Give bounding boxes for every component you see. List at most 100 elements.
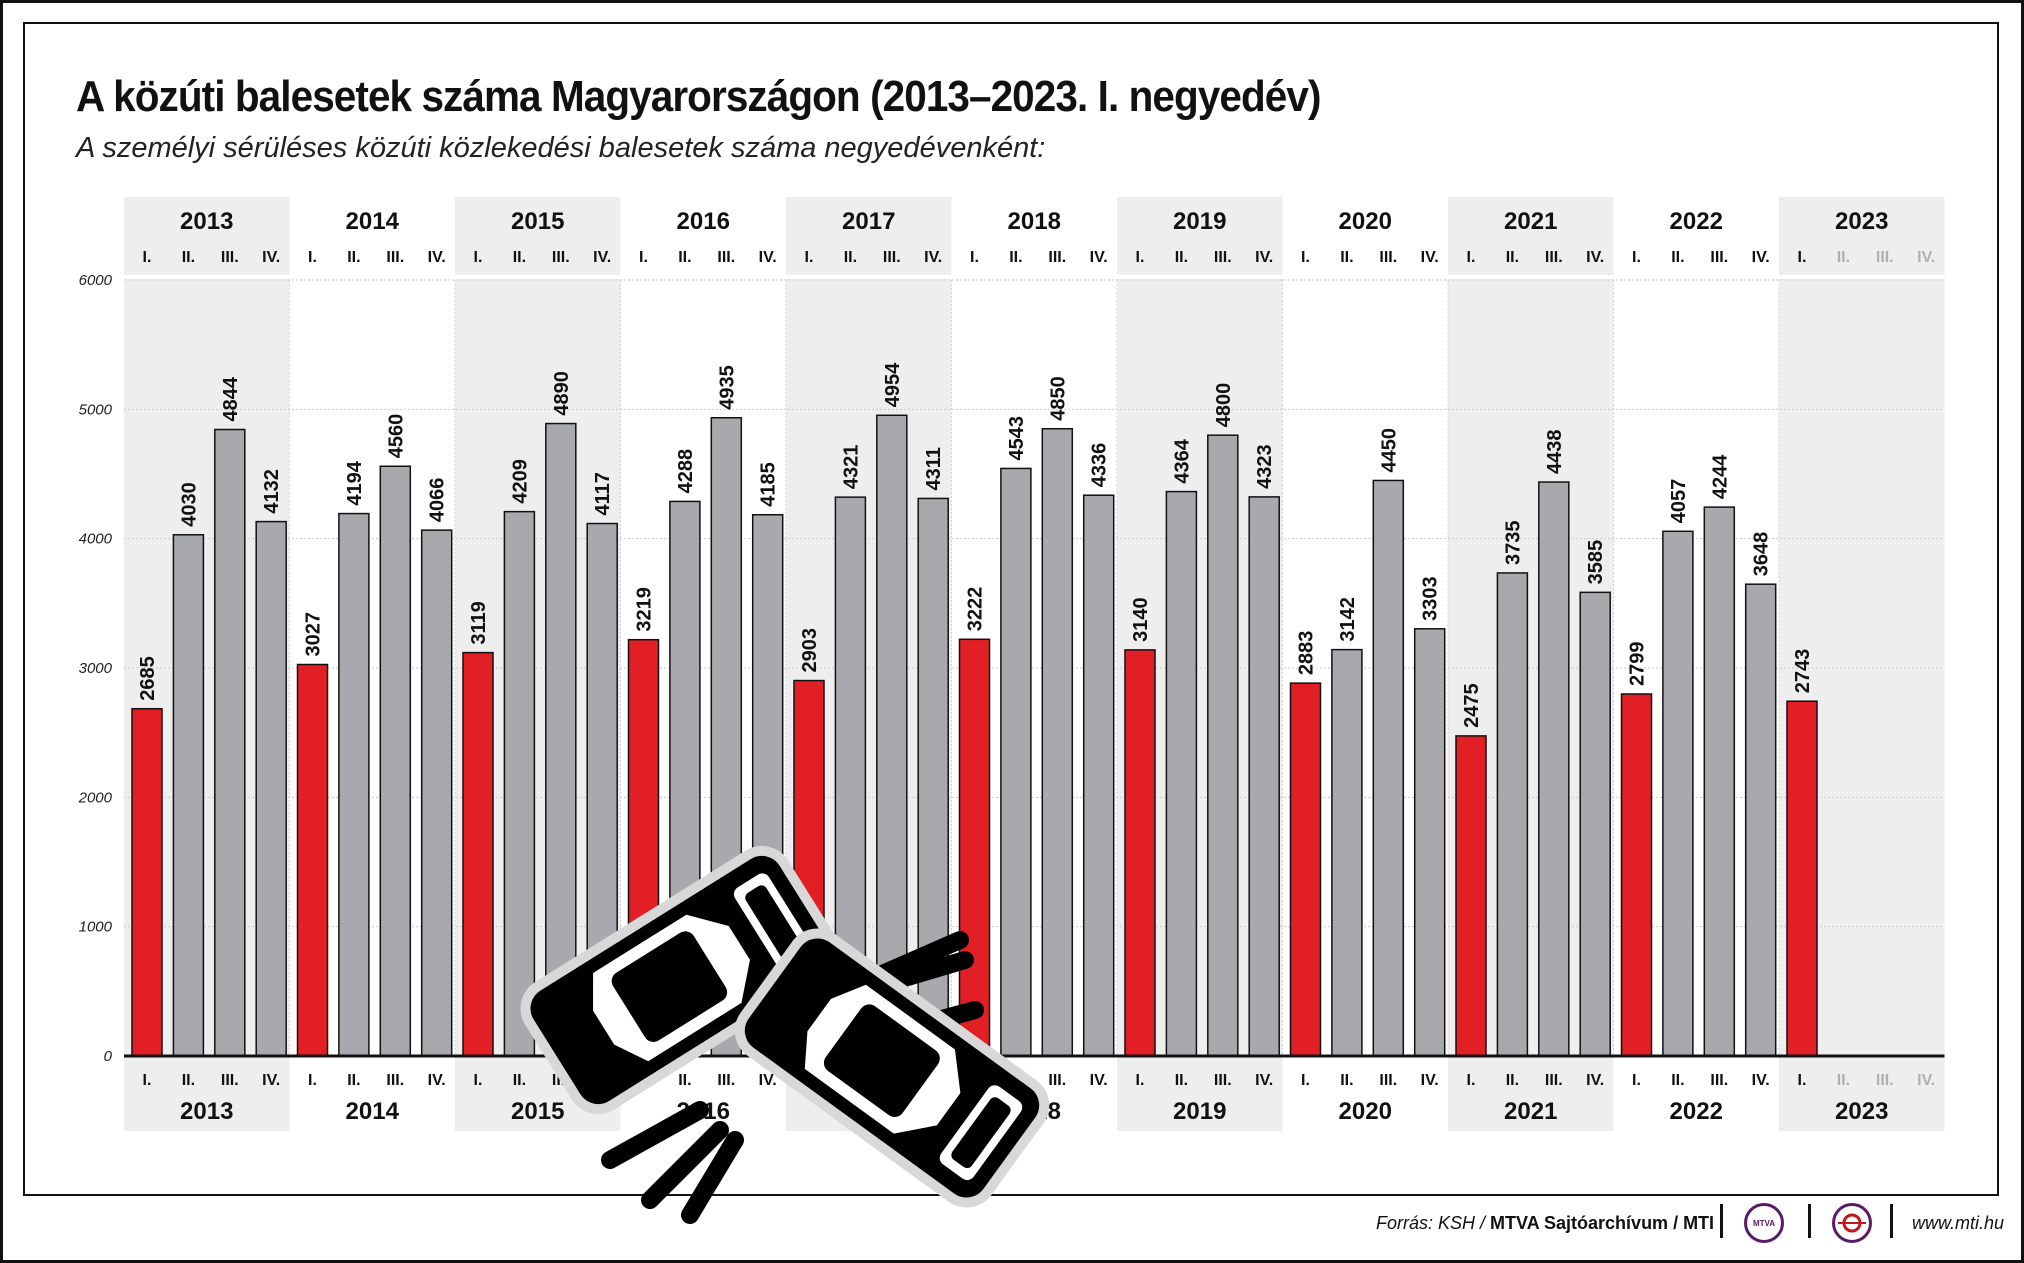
quarter-label-top: I. <box>474 249 483 266</box>
source-text: Forrás: KSH / MTVA Sajtóarchívum / MTI <box>1376 1213 1714 1234</box>
bar-value-label: 2475 <box>1461 683 1483 728</box>
bar-value-label: 4336 <box>1089 443 1111 488</box>
mti-logo-icon <box>1832 1203 1872 1243</box>
quarter-label-top: II. <box>1340 249 1353 266</box>
quarter-label-top: IV. <box>759 249 777 266</box>
impact-line <box>601 1101 709 1169</box>
quarter-label-top: I. <box>1632 249 1641 266</box>
year-label-top: 2021 <box>1504 208 1557 235</box>
quarter-label-bottom: I. <box>474 1072 483 1089</box>
footer-separator <box>1720 1204 1723 1238</box>
bar-value-label: 4844 <box>220 376 242 421</box>
quarter-label-top: II. <box>1175 249 1188 266</box>
quarter-label-top: III. <box>386 249 404 266</box>
bar <box>338 512 370 1057</box>
quarter-label-top: III. <box>1214 249 1232 266</box>
quarter-label-bottom: II. <box>1671 1072 1684 1089</box>
bar-value-label: 3585 <box>1585 540 1607 585</box>
quarter-label-top: III. <box>221 249 239 266</box>
bar <box>1662 530 1694 1057</box>
quarter-label-top: I. <box>308 249 317 266</box>
bar-value-label: 4450 <box>1378 428 1400 473</box>
y-tick-label: 1000 <box>79 919 113 936</box>
year-label-bottom: 2019 <box>1173 1098 1226 1125</box>
mti-logo-mark <box>1838 1213 1866 1233</box>
quarter-label-top: I. <box>1798 249 1807 266</box>
bar-value-label: 4323 <box>1254 444 1276 489</box>
bar-value-label: 3027 <box>303 612 325 657</box>
source-prefix: Forrás: KSH / <box>1376 1213 1491 1233</box>
bar-value-label: 2743 <box>1792 649 1814 694</box>
bar-value-label: 4132 <box>261 469 283 514</box>
quarter-label-top: II. <box>1671 249 1684 266</box>
bar <box>1786 700 1818 1057</box>
quarter-label-bottom: IV. <box>1421 1072 1439 1089</box>
car-hood <box>951 1097 1011 1169</box>
quarter-label-top: II. <box>678 249 691 266</box>
quarter-label-top: III. <box>1545 249 1563 266</box>
bar-value-label: 4438 <box>1544 430 1566 475</box>
quarter-label-top: III. <box>1379 249 1397 266</box>
year-label-bottom: 2022 <box>1670 1098 1723 1125</box>
bar-value-label: 4954 <box>882 362 904 407</box>
bar-value-label: 3735 <box>1502 520 1524 565</box>
bar <box>1620 693 1653 1057</box>
quarter-label-top: II. <box>1837 249 1850 266</box>
bar-value-label: 4066 <box>427 478 449 523</box>
car-crash-icon <box>520 845 1050 1224</box>
bar <box>131 707 163 1057</box>
bar <box>1289 682 1322 1057</box>
quarter-label-top: IV. <box>1421 249 1439 266</box>
bar-value-label: 4244 <box>1709 454 1731 499</box>
bar-value-label: 4117 <box>592 472 614 515</box>
quarter-label-top: IV. <box>1586 249 1604 266</box>
quarter-label-top: II. <box>182 249 195 266</box>
quarter-label-top: III. <box>1710 249 1728 266</box>
impact-line <box>681 1131 744 1224</box>
bar <box>255 520 287 1057</box>
quarter-label-bottom: III. <box>1379 1072 1397 1089</box>
quarter-label-bottom: I. <box>1136 1072 1145 1089</box>
bar-value-label: 4800 <box>1213 383 1235 428</box>
quarter-label-bottom: II. <box>1837 1072 1850 1089</box>
source-agency: MTVA Sajtóarchívum / MTI <box>1490 1213 1715 1233</box>
quarter-label-bottom: IV. <box>1090 1072 1108 1089</box>
year-label-bottom: 2015 <box>511 1098 564 1125</box>
quarter-label-top: III. <box>552 249 570 266</box>
bar <box>214 428 246 1057</box>
bar <box>462 651 494 1057</box>
bar <box>1248 496 1280 1057</box>
bar-value-label: 4935 <box>716 365 738 410</box>
header-gap <box>124 275 1945 279</box>
bar <box>1082 494 1115 1057</box>
year-label-top: 2019 <box>1173 208 1226 235</box>
bar <box>420 529 453 1057</box>
bar <box>1165 490 1198 1057</box>
car-hood <box>745 885 802 959</box>
y-tick-label: 0 <box>104 1048 113 1065</box>
bar <box>1496 572 1529 1057</box>
bar-value-label: 4560 <box>385 414 407 459</box>
bar-value-label: 2903 <box>799 628 821 673</box>
bar <box>876 414 908 1057</box>
bar-value-label: 4030 <box>178 482 200 527</box>
quarter-label-bottom: II. <box>182 1072 195 1089</box>
bar-value-label: 4288 <box>675 449 697 494</box>
quarter-label-bottom: IV. <box>428 1072 446 1089</box>
year-label-top: 2017 <box>842 208 895 235</box>
quarter-label-top: I. <box>1136 249 1145 266</box>
bar <box>172 534 205 1057</box>
bar <box>1413 628 1446 1057</box>
footer-separator <box>1890 1204 1893 1238</box>
quarter-label-bottom: IV. <box>1752 1072 1770 1089</box>
quarter-label-top: II. <box>1009 249 1022 266</box>
quarter-label-top: III. <box>883 249 901 266</box>
chart-subtitle: A személyi sérüléses közúti közlekedési … <box>76 132 1046 164</box>
bar <box>1744 583 1777 1057</box>
bar-value-label: 4209 <box>509 459 531 504</box>
impact-line <box>641 1121 729 1209</box>
quarter-label-top: I. <box>1467 249 1476 266</box>
quarter-label-bottom: II. <box>1175 1072 1188 1089</box>
